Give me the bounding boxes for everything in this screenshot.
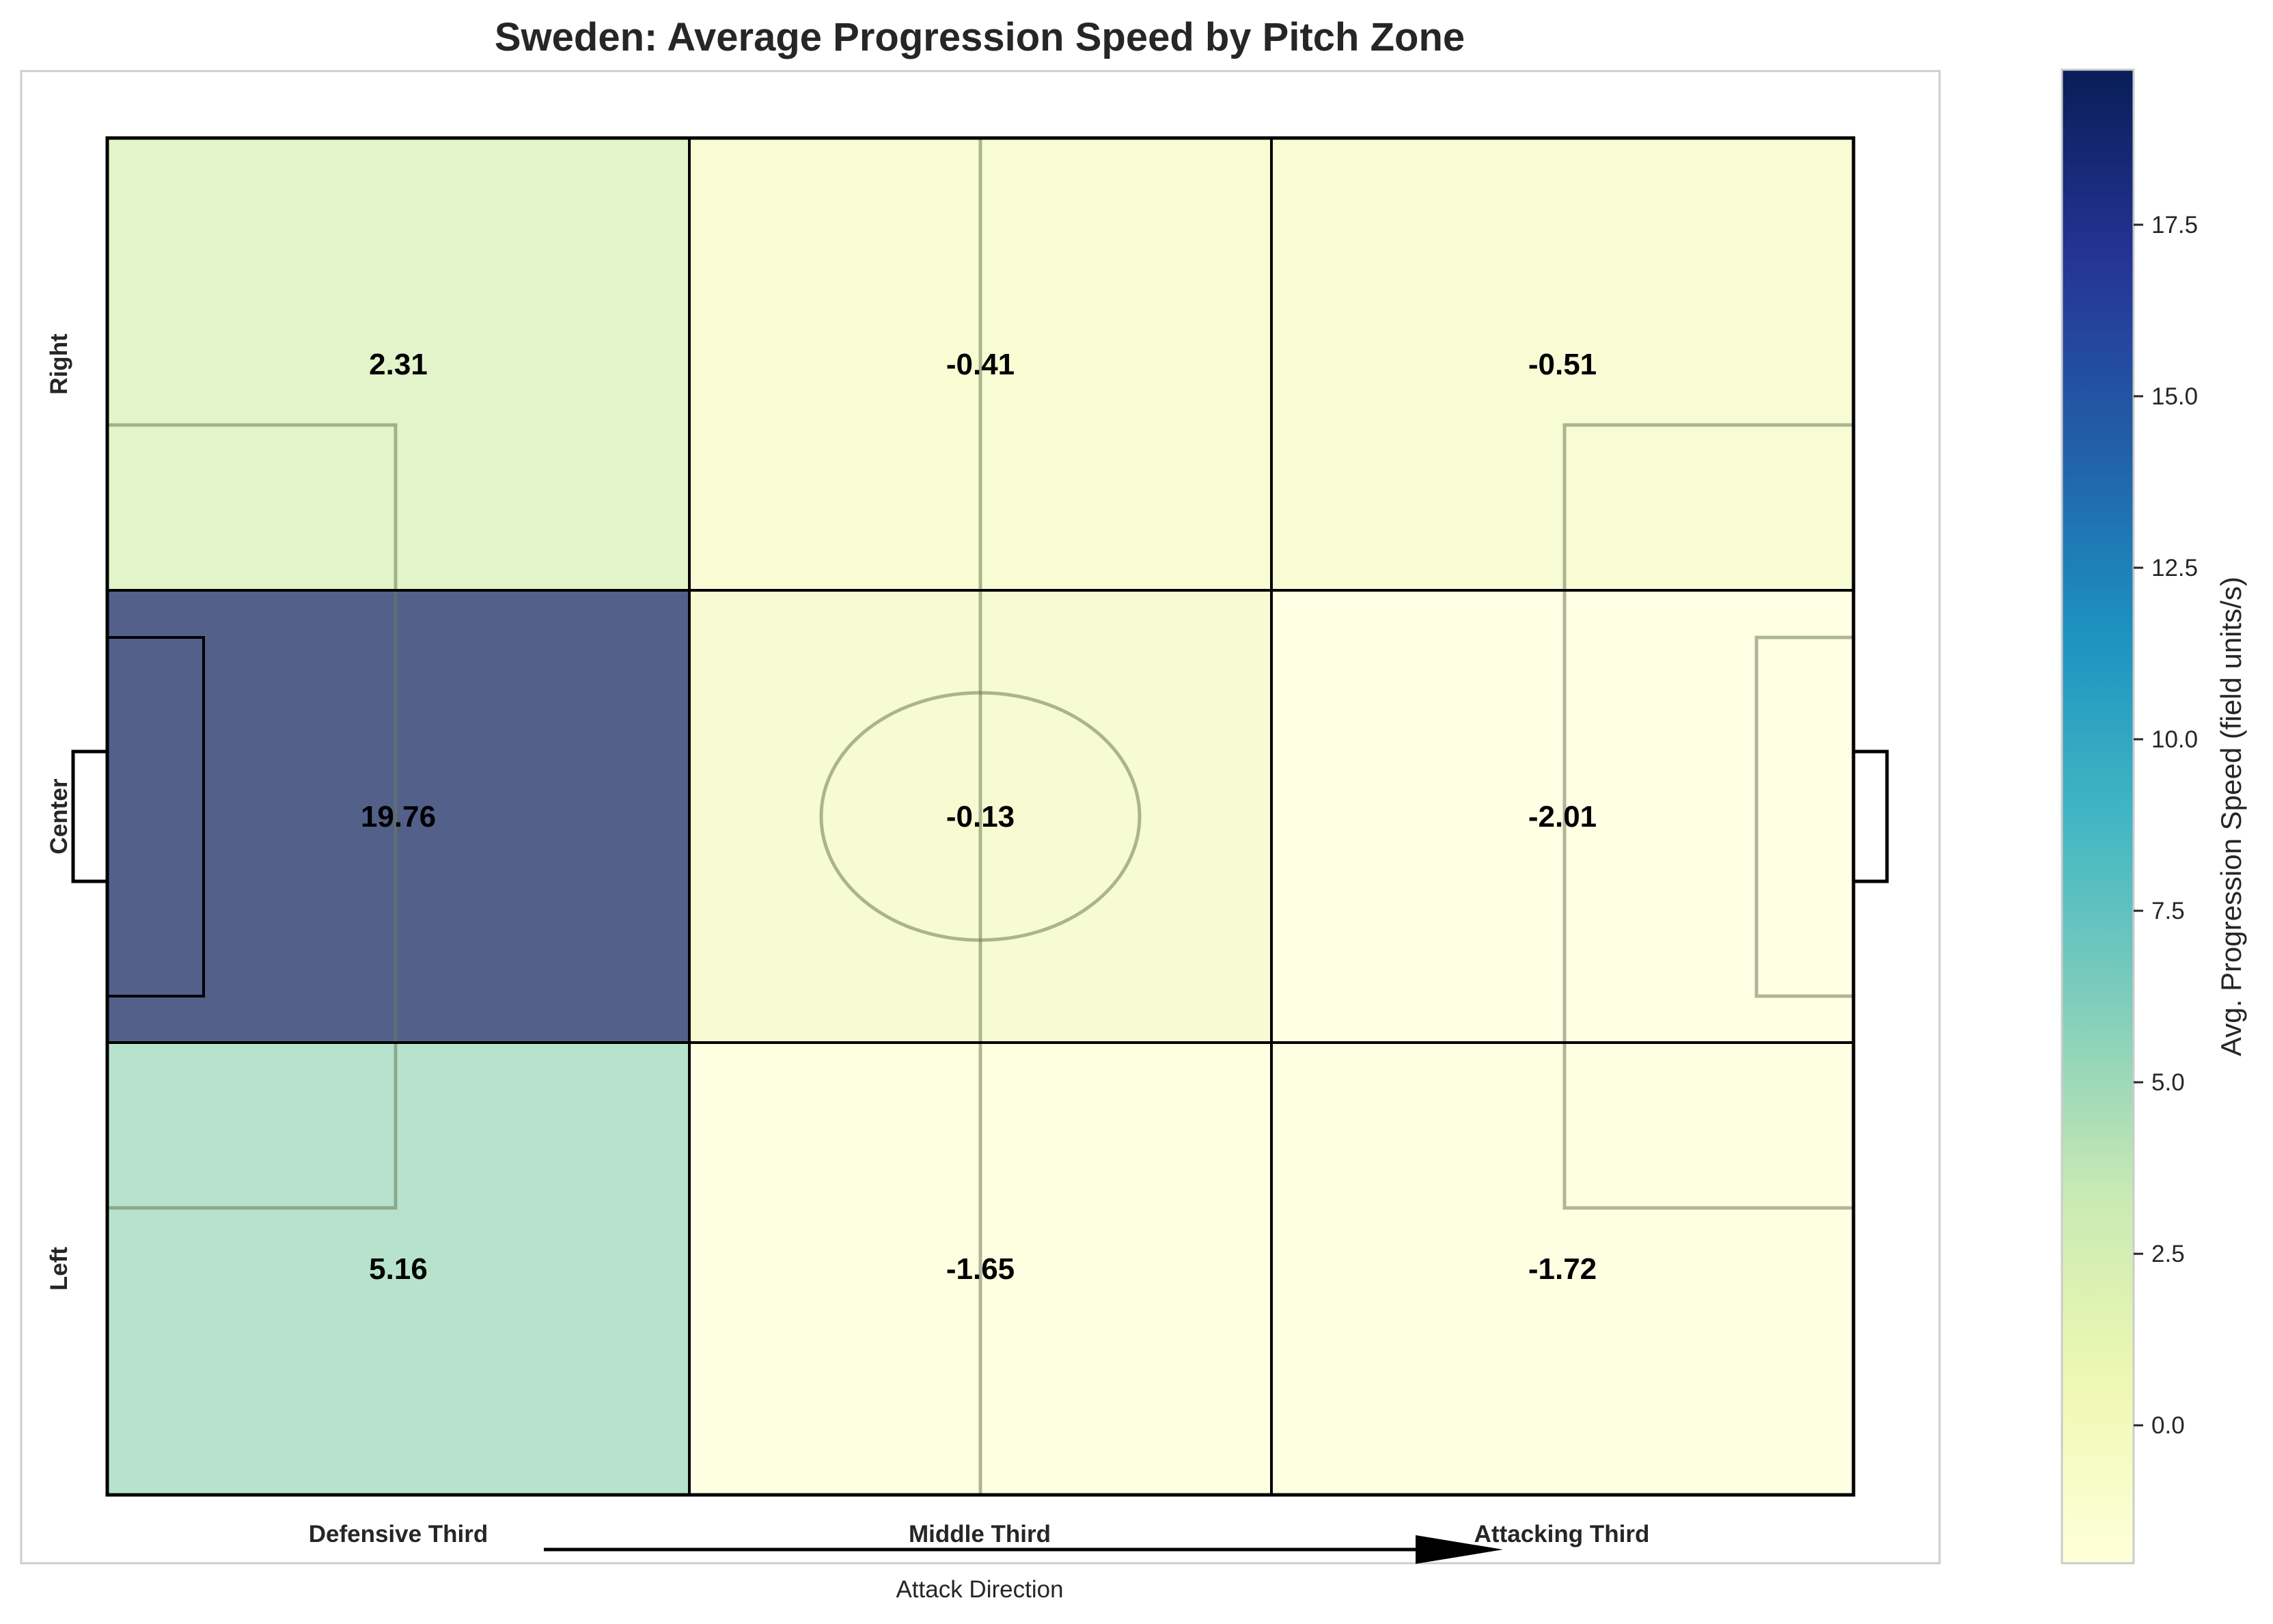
zone-value-label: 5.16 [369, 1252, 428, 1286]
zone-value-label: -0.51 [1528, 348, 1597, 381]
column-labels: Defensive Third Middle Third Attacking Thi… [309, 1521, 1650, 1547]
right-goal [1854, 749, 1889, 883]
colorbar-tick-label: 15.0 [2151, 383, 2198, 410]
colorbar-tick-label: 12.5 [2151, 555, 2198, 581]
left-penalty-area [107, 423, 398, 1210]
column-label: Middle Third [909, 1521, 1051, 1547]
column-label: Defensive Third [309, 1521, 488, 1547]
right-penalty-area [1562, 423, 1854, 1210]
zone-value-label: -2.01 [1528, 800, 1597, 834]
colorbar-ticks: 0.0 2.5 5.0 7.5 10.0 12.5 15.0 17.5 [2134, 212, 2198, 1439]
row-labels: Right Center Left [46, 333, 72, 1291]
row-label: Right [46, 333, 72, 395]
attack-direction-arrow [544, 1535, 1503, 1564]
zone-value-label: -1.65 [946, 1252, 1015, 1286]
colorbar-tick-label: 17.5 [2151, 212, 2198, 238]
column-label: Attacking Third [1474, 1521, 1650, 1547]
colorbar-tick-label: 5.0 [2151, 1069, 2185, 1096]
zone-value-label: -1.72 [1528, 1252, 1597, 1286]
colorbar-label: Avg. Progression Speed (field units/s) [2215, 577, 2247, 1056]
colorbar: 0.0 2.5 5.0 7.5 10.0 12.5 15.0 17.5 Avg. Progre… [2061, 68, 2247, 1565]
colorbar-gradient [2061, 68, 2135, 1565]
zone-value-label: -0.41 [946, 348, 1015, 381]
center-circle [819, 691, 1142, 942]
zone-cell [1271, 138, 1854, 590]
row-label: Center [46, 778, 72, 854]
zone-cell-border [1270, 1041, 1855, 1496]
colorbar-tick-label: 10.0 [2151, 726, 2198, 753]
chart-title: Sweden: Average Progression Speed by Pit… [495, 15, 1465, 59]
row-label: Left [46, 1247, 72, 1291]
zone-value-label: 2.31 [369, 348, 428, 381]
x-axis-label: Attack Direction [896, 1576, 1063, 1603]
zone-value-label: 19.76 [361, 800, 436, 834]
zone-borders [106, 137, 1855, 1496]
right-goal-area [1754, 635, 1854, 998]
left-goal-area [107, 636, 205, 997]
colorbar-tick-label: 2.5 [2151, 1241, 2185, 1267]
zone-cell [107, 138, 689, 590]
left-goal [71, 749, 107, 883]
colorbar-tick-label: 0.0 [2151, 1412, 2185, 1439]
zone-value-label: -0.13 [946, 800, 1015, 834]
colorbar-tick-label: 7.5 [2151, 898, 2185, 924]
zone-cell [107, 1043, 689, 1495]
zone-value-labels: 2.31 -0.41 -0.51 19.76 -0.13 -2.01 5.16 -1.65 -1… [361, 348, 1597, 1286]
zone-cell [1271, 1043, 1854, 1495]
